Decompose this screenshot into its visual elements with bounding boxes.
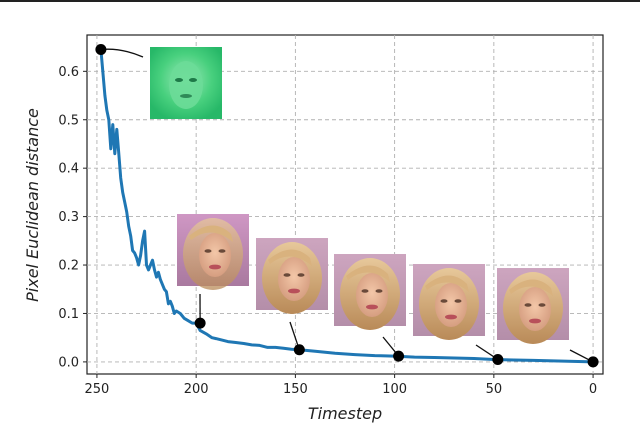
bangs bbox=[268, 249, 312, 266]
data-point-marker bbox=[393, 350, 405, 362]
x-tick-label: 200 bbox=[184, 382, 209, 397]
x-axis: 250 200 150 100 50 0 bbox=[85, 374, 597, 397]
face-shape bbox=[169, 61, 203, 109]
eye bbox=[440, 299, 448, 303]
blurred-blonde-face-thumbnail bbox=[177, 214, 249, 290]
y-tick-label: 0.4 bbox=[58, 162, 79, 177]
y-tick-label: 0.2 bbox=[58, 259, 79, 274]
mouth bbox=[288, 288, 300, 294]
y-tick-label: 0.0 bbox=[58, 355, 79, 370]
y-tick-label: 0.6 bbox=[58, 65, 79, 80]
blonde-face-final-thumbnail bbox=[497, 268, 569, 344]
y-axis: 0.0 0.1 0.2 0.3 0.4 0.5 0.6 bbox=[58, 65, 87, 370]
data-point-marker bbox=[587, 356, 599, 368]
face-shape bbox=[199, 233, 231, 277]
y-axis-label: Pixel Euclidean distance bbox=[23, 108, 42, 302]
eye bbox=[375, 289, 383, 293]
eye bbox=[454, 299, 462, 303]
distance-line bbox=[99, 48, 595, 364]
face-shape bbox=[278, 257, 310, 301]
face-shape bbox=[356, 273, 388, 317]
y-tick-label: 0.5 bbox=[58, 113, 79, 128]
green-face-thumbnail bbox=[150, 47, 222, 119]
markers bbox=[95, 44, 599, 368]
eye bbox=[538, 303, 546, 307]
mouth bbox=[366, 304, 378, 310]
face-shape bbox=[519, 287, 551, 331]
bangs bbox=[189, 225, 233, 242]
blonde-face-1-thumbnail bbox=[256, 238, 328, 314]
y-tick-label: 0.3 bbox=[58, 210, 79, 225]
y-tick-label: 0.1 bbox=[58, 307, 79, 322]
data-point-marker bbox=[492, 353, 504, 365]
data-point-marker bbox=[95, 44, 107, 56]
series-line bbox=[99, 48, 595, 364]
grid bbox=[87, 35, 603, 374]
x-axis-label: Timestep bbox=[308, 404, 382, 423]
x-tick-label: 250 bbox=[85, 382, 110, 397]
eye bbox=[361, 289, 369, 293]
mouth bbox=[529, 318, 541, 324]
mouth bbox=[445, 314, 457, 320]
data-point-marker bbox=[293, 344, 305, 356]
thumbnails bbox=[150, 47, 569, 344]
eye bbox=[283, 273, 291, 277]
x-tick-label: 0 bbox=[589, 382, 597, 397]
data-point-marker bbox=[194, 317, 206, 329]
mouth bbox=[209, 264, 221, 270]
eye bbox=[524, 303, 532, 307]
blonde-face-2-thumbnail bbox=[334, 254, 406, 330]
x-tick-label: 100 bbox=[382, 382, 407, 397]
eye bbox=[218, 249, 226, 253]
bangs bbox=[509, 279, 553, 296]
eye bbox=[189, 78, 197, 82]
bangs bbox=[346, 265, 390, 282]
top-rule bbox=[0, 0, 640, 2]
eye bbox=[175, 78, 183, 82]
mouth bbox=[180, 94, 192, 98]
x-tick-label: 150 bbox=[283, 382, 308, 397]
eye bbox=[297, 273, 305, 277]
eye bbox=[204, 249, 212, 253]
face-shape bbox=[435, 283, 467, 327]
x-tick-label: 50 bbox=[486, 382, 503, 397]
bangs bbox=[425, 275, 469, 292]
blonde-face-3-thumbnail bbox=[413, 264, 485, 340]
